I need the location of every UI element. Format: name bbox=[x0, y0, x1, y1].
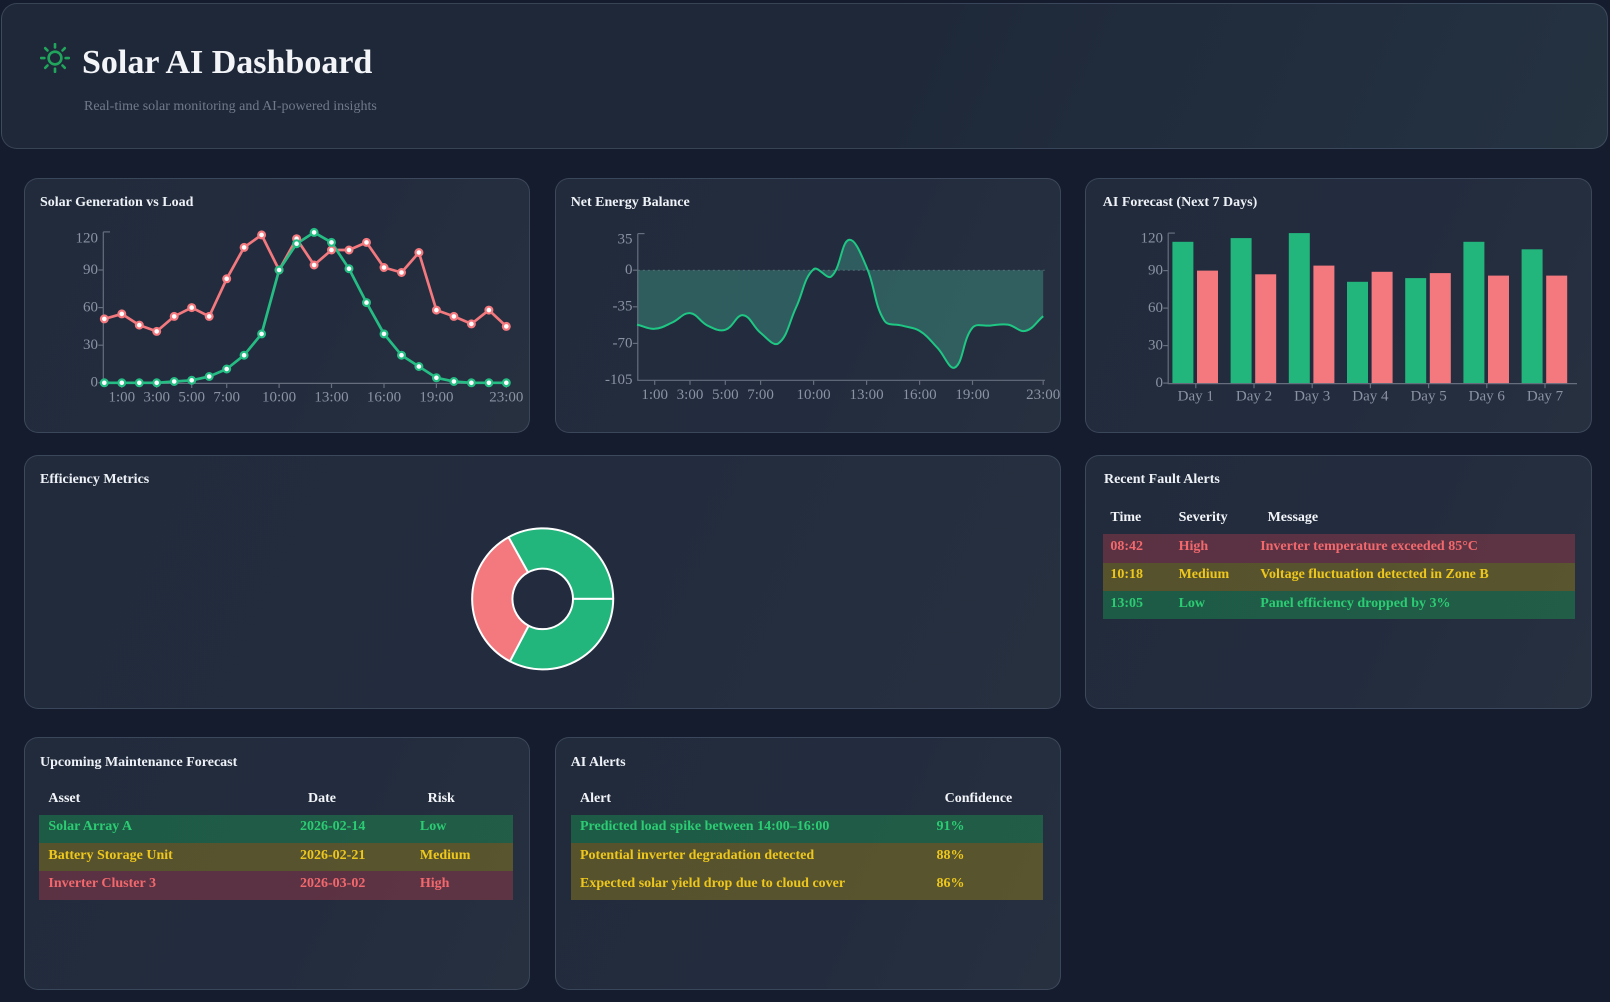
svg-text:7:00: 7:00 bbox=[213, 389, 240, 405]
svg-text:0: 0 bbox=[1156, 375, 1164, 391]
svg-text:3:00: 3:00 bbox=[143, 389, 170, 405]
svg-text:Day 7: Day 7 bbox=[1527, 388, 1564, 404]
svg-text:90: 90 bbox=[83, 262, 98, 278]
svg-text:16:00: 16:00 bbox=[902, 387, 936, 403]
svg-text:13:00: 13:00 bbox=[314, 389, 348, 405]
svg-text:-70: -70 bbox=[612, 335, 632, 351]
svg-text:1:00: 1:00 bbox=[108, 389, 135, 405]
svg-text:13:00: 13:00 bbox=[849, 387, 883, 403]
svg-text:Day 4: Day 4 bbox=[1353, 388, 1390, 404]
svg-text:23:00: 23:00 bbox=[489, 389, 523, 405]
svg-text:Day 3: Day 3 bbox=[1294, 388, 1330, 404]
svg-text:5:00: 5:00 bbox=[178, 389, 205, 405]
svg-text:35: 35 bbox=[617, 231, 632, 247]
svg-text:7:00: 7:00 bbox=[747, 387, 774, 403]
svg-text:Day 5: Day 5 bbox=[1411, 388, 1447, 404]
svg-text:30: 30 bbox=[83, 337, 98, 353]
svg-text:19:00: 19:00 bbox=[419, 389, 453, 405]
svg-text:90: 90 bbox=[1148, 262, 1163, 278]
svg-text:Day 6: Day 6 bbox=[1469, 388, 1506, 404]
svg-text:1:00: 1:00 bbox=[641, 387, 668, 403]
svg-text:0: 0 bbox=[91, 374, 99, 390]
svg-text:16:00: 16:00 bbox=[367, 389, 401, 405]
svg-text:Day 2: Day 2 bbox=[1236, 388, 1272, 404]
svg-text:0: 0 bbox=[625, 262, 633, 278]
svg-text:3:00: 3:00 bbox=[676, 387, 703, 403]
svg-text:-35: -35 bbox=[612, 298, 632, 314]
svg-text:10:00: 10:00 bbox=[796, 387, 830, 403]
svg-text:19:00: 19:00 bbox=[955, 387, 989, 403]
svg-text:5:00: 5:00 bbox=[712, 387, 739, 403]
svg-text:23:00: 23:00 bbox=[1026, 387, 1060, 403]
svg-text:60: 60 bbox=[1148, 300, 1163, 316]
svg-text:30: 30 bbox=[1148, 337, 1163, 353]
svg-text:-105: -105 bbox=[605, 371, 633, 387]
svg-text:60: 60 bbox=[83, 299, 98, 315]
svg-text:120: 120 bbox=[1141, 230, 1164, 246]
svg-text:10:00: 10:00 bbox=[262, 389, 296, 405]
svg-text:Day 1: Day 1 bbox=[1178, 388, 1214, 404]
svg-text:120: 120 bbox=[76, 230, 99, 246]
